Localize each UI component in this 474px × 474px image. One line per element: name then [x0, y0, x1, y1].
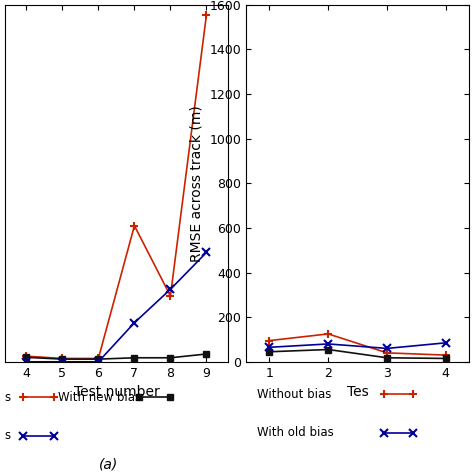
Text: Without bias: Without bias [257, 388, 331, 401]
Y-axis label: RMSE across track (m): RMSE across track (m) [190, 105, 204, 262]
Text: s: s [5, 429, 11, 442]
Text: s: s [5, 391, 11, 404]
X-axis label: Tes: Tes [346, 385, 368, 399]
Text: With new bias: With new bias [58, 391, 141, 404]
X-axis label: Test number: Test number [73, 385, 159, 399]
Text: With old bias: With old bias [257, 426, 334, 439]
Text: (a): (a) [99, 457, 118, 472]
